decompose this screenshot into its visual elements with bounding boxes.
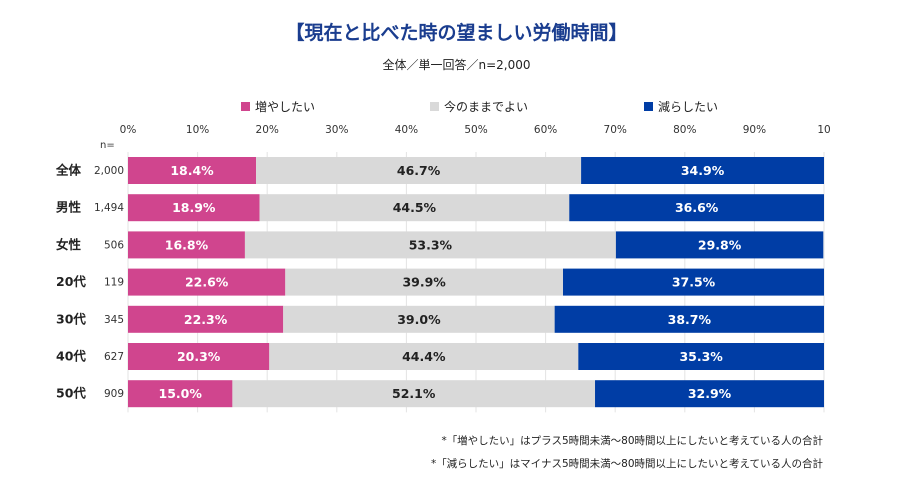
bar-segment (128, 343, 270, 370)
bar-segment (256, 157, 582, 184)
bar-segment (285, 268, 563, 296)
category-label: 40代 (56, 349, 86, 364)
x-tick-label: 70% (604, 124, 627, 136)
bar-segment (578, 343, 824, 370)
data-label: 44.5% (393, 200, 437, 215)
n-value-label: 506 (104, 239, 124, 251)
n-value-label: 345 (104, 314, 124, 326)
data-label: 32.9% (688, 386, 732, 401)
bar-segment (232, 380, 596, 408)
data-label: 35.3% (679, 349, 723, 364)
x-tick-label: 80% (673, 124, 696, 136)
data-label: 39.0% (397, 312, 441, 327)
data-label: 18.4% (170, 163, 214, 178)
bar-segment (283, 305, 555, 333)
bar-segment (128, 268, 286, 296)
data-label: 16.8% (165, 237, 209, 252)
legend-item-decrease: 減らしたい (644, 98, 718, 115)
category-label: 女性 (56, 237, 82, 252)
legend-label-decrease: 減らしたい (658, 100, 719, 114)
legend: 増やしたい 今のままでよい 減らしたい (0, 98, 913, 114)
data-label: 22.6% (185, 275, 229, 290)
data-label: 15.0% (159, 386, 203, 401)
n-value-label: 627 (104, 351, 124, 363)
bar-segment (128, 231, 245, 259)
bar-segment (128, 194, 260, 222)
data-label: 20.3% (177, 349, 221, 364)
x-tick-label: 10% (186, 124, 209, 136)
n-value-label: 119 (104, 277, 124, 289)
footnote-increase: *「増やしたい」はプラス5時間未満～80時間以上にしたいと考えている人の合計 (441, 435, 823, 447)
data-label: 29.8% (698, 237, 742, 252)
data-label: 34.9% (681, 163, 725, 178)
bar-segment (563, 268, 824, 296)
chart-subtitle: 全体／単一回答／n=2,000 (382, 58, 531, 72)
legend-swatch-same (430, 102, 439, 111)
data-label: 46.7% (397, 163, 441, 178)
category-label: 30代 (56, 311, 86, 326)
legend-item-increase: 増やしたい (241, 98, 315, 115)
x-tick-label: 50% (464, 124, 487, 136)
bar-segment (244, 231, 616, 259)
bar-segment (269, 343, 579, 370)
chart-title: 【現在と比べた時の望ましい労働時間】 (285, 22, 628, 44)
data-label: 52.1% (392, 386, 436, 401)
data-label: 36.6% (675, 200, 719, 215)
n-value-label: 2,000 (94, 165, 124, 177)
data-label: 44.4% (402, 349, 446, 364)
bar-segment (581, 157, 824, 184)
legend-swatch-increase (241, 102, 250, 111)
bar-segment (128, 157, 257, 184)
category-label: 50代 (56, 386, 86, 401)
legend-label-increase: 増やしたい (255, 100, 316, 114)
data-label: 37.5% (672, 275, 716, 290)
bar-segment (128, 380, 233, 408)
category-label: 全体 (55, 163, 82, 178)
legend-item-same: 今のままでよい (430, 98, 528, 115)
category-label: 男性 (56, 200, 82, 215)
footnote-decrease: *「減らしたい」はマイナス5時間未満～80時間以上にしたいと考えている人の合計 (430, 458, 823, 470)
bar-segment (554, 305, 824, 333)
x-tick-label: 40% (395, 124, 418, 136)
x-tick-label: 10 (817, 124, 830, 136)
x-tick-label: 20% (256, 124, 279, 136)
bar-segment (569, 194, 824, 222)
x-tick-label: 60% (534, 124, 557, 136)
bar-segment (128, 305, 284, 333)
n-header: n= (100, 140, 115, 151)
bar-segment (259, 194, 570, 222)
bar-segment (595, 380, 824, 408)
n-value-label: 1,494 (94, 202, 124, 214)
legend-swatch-decrease (644, 102, 653, 111)
legend-label-same: 今のままでよい (444, 100, 529, 114)
n-value-label: 909 (104, 388, 124, 400)
x-tick-label: 90% (743, 124, 766, 136)
category-label: 20代 (56, 274, 86, 289)
data-label: 39.9% (402, 275, 446, 290)
x-tick-label: 0% (120, 124, 137, 136)
data-label: 53.3% (409, 237, 453, 252)
data-label: 38.7% (668, 312, 712, 327)
bar-segment (615, 231, 824, 259)
x-tick-label: 30% (325, 124, 348, 136)
data-label: 22.3% (184, 312, 228, 327)
data-label: 18.9% (172, 200, 216, 215)
